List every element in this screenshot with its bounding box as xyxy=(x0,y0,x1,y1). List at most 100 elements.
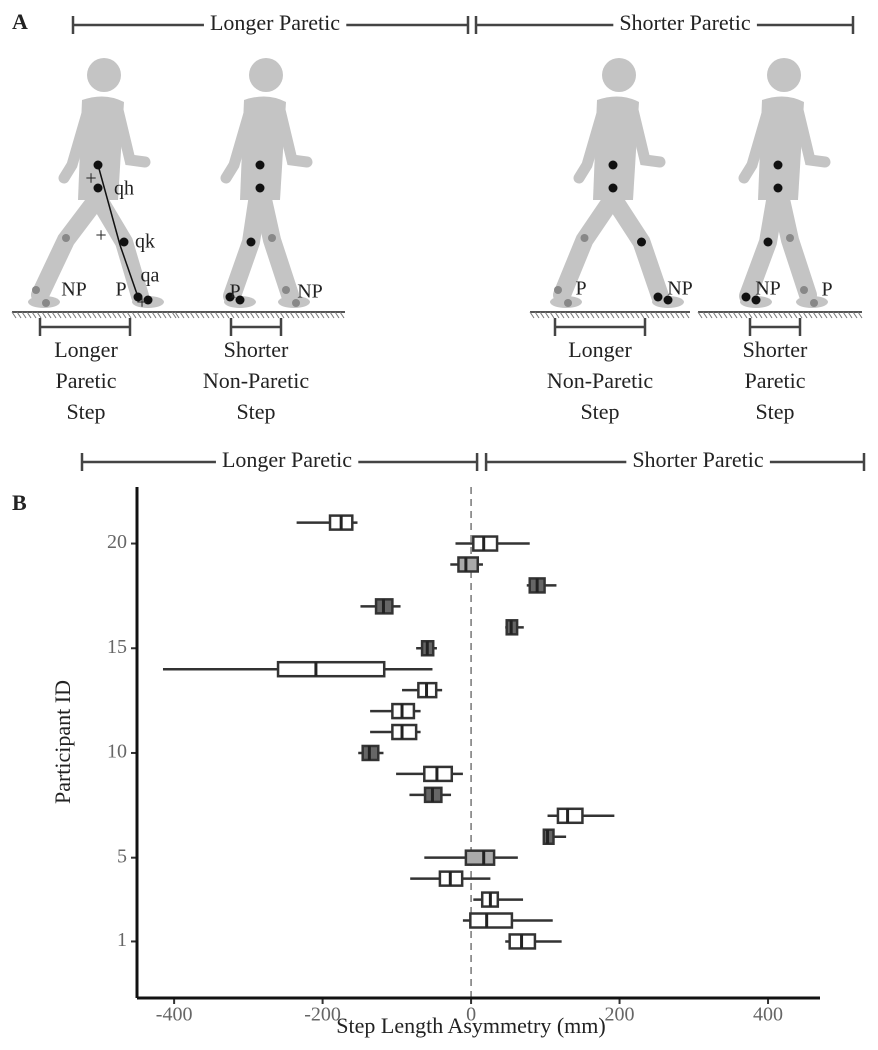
bracket-label: Shorter Paretic xyxy=(619,10,751,35)
ground-hatch xyxy=(852,311,858,319)
ground-hatch xyxy=(141,311,147,319)
ground-hatch xyxy=(274,311,280,319)
joint-marker xyxy=(225,292,235,302)
x-tick-label: 0 xyxy=(466,1004,476,1026)
head xyxy=(87,58,121,92)
step-label: Step xyxy=(66,399,105,424)
x-tick-label: 200 xyxy=(605,1004,635,1026)
ground-hatch xyxy=(589,311,595,319)
joint-marker xyxy=(93,183,103,193)
ground-hatch xyxy=(727,311,733,319)
ground-hatch xyxy=(554,311,560,319)
joint-marker xyxy=(763,237,773,247)
step-label: Paretic xyxy=(744,368,805,393)
box xyxy=(556,807,584,825)
ground-hatch xyxy=(659,311,665,319)
head xyxy=(767,58,801,92)
arm xyxy=(792,104,831,168)
joint-marker xyxy=(663,295,673,305)
ground-hatch xyxy=(36,311,42,319)
ground-hatch xyxy=(609,311,615,319)
joint-marker xyxy=(32,286,40,294)
label-bg xyxy=(613,10,757,36)
ground-hatch xyxy=(146,311,152,319)
box xyxy=(391,723,418,741)
ground-hatch xyxy=(131,311,137,319)
ground-hatch xyxy=(732,311,738,319)
step-label: Non-Paretic xyxy=(547,368,654,393)
ground-hatch xyxy=(269,311,275,319)
joint-marker xyxy=(786,234,794,242)
arm xyxy=(58,104,94,184)
ground-hatch xyxy=(634,311,640,319)
bracket-label: Longer Paretic xyxy=(210,10,340,35)
ground-hatch xyxy=(184,311,190,319)
figure-label: qk xyxy=(135,231,155,253)
figure-label: + xyxy=(136,292,147,314)
ground-hatch xyxy=(284,311,290,319)
figure-label: NP xyxy=(297,281,323,303)
y-tick-label: 20 xyxy=(107,531,127,553)
bracket-label: Shorter Paretic xyxy=(632,447,764,472)
ground-hatch xyxy=(787,311,793,319)
ground-hatch xyxy=(111,311,117,319)
joint-marker xyxy=(800,286,808,294)
ground-hatch xyxy=(579,311,585,319)
y-tick-label: 15 xyxy=(107,636,127,658)
step-label: Step xyxy=(755,399,794,424)
joint-marker xyxy=(62,234,70,242)
ground-hatch xyxy=(559,311,565,319)
figure-label: qa xyxy=(141,265,160,287)
leg xyxy=(553,186,624,304)
ground-hatch xyxy=(679,311,685,319)
ground-hatch xyxy=(777,311,783,319)
ground-hatch xyxy=(319,311,325,319)
y-tick-label: 5 xyxy=(117,845,127,867)
ground-hatch xyxy=(136,311,142,319)
segment-line xyxy=(97,164,121,246)
ground-hatch xyxy=(106,311,112,319)
joint-marker xyxy=(235,295,245,305)
leg xyxy=(602,186,669,305)
ground-hatch xyxy=(219,311,225,319)
box xyxy=(464,849,496,866)
ground-hatch xyxy=(309,311,315,319)
figure-label: P xyxy=(821,279,832,301)
ground-hatch xyxy=(797,311,803,319)
ground-hatch xyxy=(151,311,157,319)
joint-marker xyxy=(42,299,50,307)
step-label: Shorter xyxy=(224,337,289,362)
step-label: Step xyxy=(580,399,619,424)
ground-hatch xyxy=(654,311,660,319)
ground-hatch xyxy=(204,311,210,319)
ground-hatch xyxy=(707,311,713,319)
ground-hatch xyxy=(51,311,57,319)
box xyxy=(276,660,386,678)
ground-hatch xyxy=(832,311,838,319)
ground-hatch xyxy=(722,311,728,319)
label-bg xyxy=(215,447,359,473)
ground-hatch xyxy=(614,311,620,319)
ground-hatch xyxy=(11,311,17,319)
ground-hatch xyxy=(249,311,255,319)
ground-hatch xyxy=(594,311,600,319)
arm xyxy=(274,104,313,168)
ground-hatch xyxy=(214,311,220,319)
ground-hatch xyxy=(259,311,265,319)
ground-hatch xyxy=(817,311,823,319)
step-label: Step xyxy=(236,399,275,424)
arm xyxy=(220,104,256,184)
x-tick-label: 400 xyxy=(753,1004,783,1026)
ground-hatch xyxy=(166,311,172,319)
ground-hatch xyxy=(46,311,52,319)
step-label: Longer xyxy=(568,337,632,362)
step-label: Non-Paretic xyxy=(203,368,310,393)
ground-hatch xyxy=(767,311,773,319)
ground-hatch xyxy=(644,311,650,319)
ground-hatch xyxy=(599,311,605,319)
joint-marker xyxy=(653,292,663,302)
ground-hatch xyxy=(294,311,300,319)
ground-hatch xyxy=(842,311,848,319)
leg xyxy=(771,186,817,304)
